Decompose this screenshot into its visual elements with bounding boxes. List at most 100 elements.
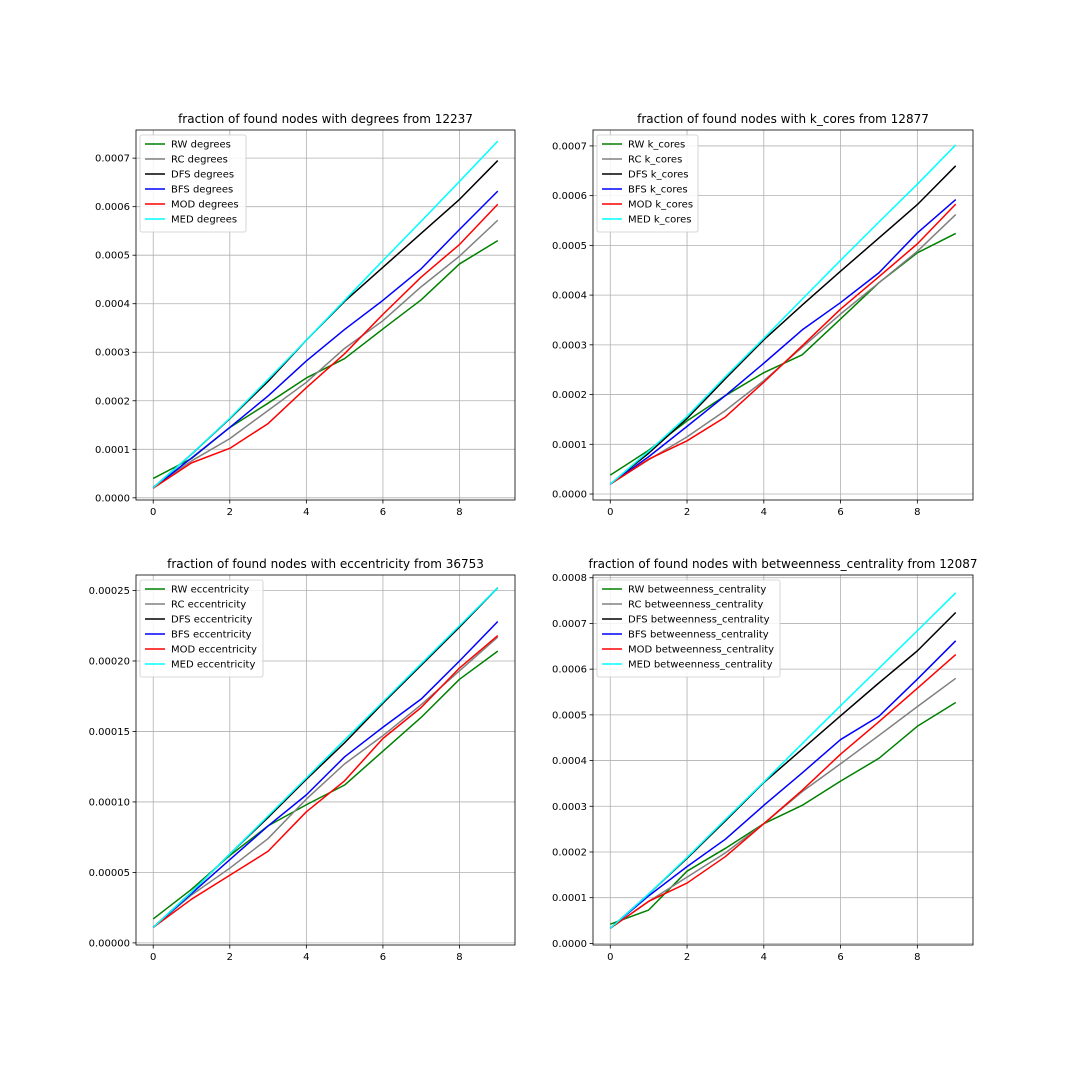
- legend-box: [139, 134, 247, 233]
- legend: RW eccentricity RC eccentricity DFS eccent…: [139, 579, 264, 678]
- legend-label: DFS k_cores: [628, 170, 688, 181]
- y-tick-label: 0.00025: [89, 586, 130, 597]
- series-line-3: [609, 199, 957, 485]
- legend-label: MOD betweenness_centrality: [628, 645, 774, 656]
- y-tick-label: 0.0001: [552, 440, 587, 451]
- y-tick-label: 0.0007: [95, 154, 130, 165]
- legend-label: RC k_cores: [628, 155, 682, 166]
- legend-label: MED k_cores: [628, 215, 692, 226]
- y-tick-label: 0.00015: [89, 727, 130, 738]
- axes-frame: [135, 129, 516, 501]
- y-tick-label: 0.00005: [89, 868, 130, 879]
- y-tick-label: 0.0006: [95, 202, 130, 213]
- x-tick-label: 4: [303, 952, 309, 963]
- legend-label: MED degrees: [171, 215, 237, 226]
- x-tick-label: 0: [607, 507, 613, 518]
- y-tick-label: 0.0000: [552, 490, 587, 501]
- x-tick-label: 4: [761, 952, 767, 963]
- legend-label: BFS eccentricity: [171, 630, 252, 641]
- legend-box: [139, 579, 264, 678]
- x-tick-label: 2: [227, 507, 233, 518]
- y-tick-label: 0.0000: [95, 493, 130, 504]
- legend-label: BFS k_cores: [628, 185, 688, 196]
- legend-label: BFS betweenness_centrality: [628, 630, 769, 641]
- series-line-4: [152, 203, 499, 489]
- y-tick-label: 0.0002: [552, 390, 587, 401]
- legend-label: MED eccentricity: [171, 660, 255, 671]
- legend-label: MOD k_cores: [628, 200, 693, 211]
- legend: RW k_cores RC k_cores DFS k_cores BFS k_cor…: [596, 134, 699, 233]
- legend-label: RW eccentricity: [171, 585, 249, 596]
- axes-frame: [135, 574, 516, 946]
- series-line-4: [152, 635, 499, 928]
- x-tick-label: 8: [914, 507, 920, 518]
- x-tick-label: 2: [227, 952, 233, 963]
- legend-label: RW degrees: [171, 140, 231, 151]
- series-line-1: [152, 219, 499, 488]
- axes-frame: [592, 574, 974, 946]
- y-tick-label: 0.00010: [89, 797, 130, 808]
- x-tick-label: 6: [837, 507, 843, 518]
- series-line-0: [610, 701, 957, 925]
- x-tick-label: 6: [380, 952, 386, 963]
- legend-label: MED betweenness_centrality: [628, 660, 773, 671]
- series-line-5: [609, 144, 957, 485]
- x-tick-label: 0: [150, 507, 156, 518]
- legend-box: [596, 579, 781, 678]
- chart-panel-2: 0 2 4 6 8 0.00000 0.00005 0.00010 0.00015 0.00020…: [89, 557, 516, 963]
- y-tick-label: 0.0003: [552, 802, 587, 813]
- y-tick-label: 0.0002: [95, 396, 130, 407]
- y-tick-label: 0.0001: [95, 445, 130, 456]
- y-tick-label: 0.0003: [95, 348, 130, 359]
- series-line-4: [609, 203, 957, 485]
- y-tick-label: 0.0007: [552, 619, 587, 630]
- y-tick-label: 0.0004: [552, 756, 587, 767]
- legend: RW degrees RC degrees DFS degrees BFS degre…: [139, 134, 247, 233]
- x-tick-label: 6: [837, 952, 843, 963]
- y-tick-label: 0.00000: [89, 938, 130, 949]
- legend-label: RC betweenness_centrality: [628, 600, 763, 611]
- series-line-3: [609, 640, 957, 929]
- y-tick-label: 0.0001: [552, 893, 587, 904]
- legend-label: DFS degrees: [171, 170, 234, 181]
- y-tick-label: 0.0005: [95, 251, 130, 262]
- x-tick-label: 8: [456, 952, 462, 963]
- chart-panel-0: 0 2 4 6 8 0.0000 0.0001 0.0002 0.0003 0.0004 0.000…: [95, 112, 516, 518]
- x-tick-label: 8: [456, 507, 462, 518]
- legend-label: MOD eccentricity: [171, 645, 257, 656]
- legend-label: DFS betweenness_centrality: [628, 615, 770, 626]
- chart-title: fraction of found nodes with k_cores fro…: [637, 112, 929, 126]
- legend-label: MOD degrees: [171, 200, 239, 211]
- x-tick-label: 4: [303, 507, 309, 518]
- series-line-3: [152, 190, 499, 489]
- series-line-5: [152, 587, 499, 928]
- y-tick-label: 0.0006: [552, 191, 587, 202]
- y-tick-label: 0.0003: [552, 340, 587, 351]
- legend-box: [596, 134, 699, 233]
- chart-panel-3: 0 2 4 6 8 0.0000 0.0001 0.0002 0.0003 0.0004 0.000…: [552, 557, 977, 963]
- chart-title: fraction of found nodes with betweenness…: [589, 557, 978, 571]
- x-tick-label: 8: [914, 952, 920, 963]
- x-tick-label: 4: [761, 507, 767, 518]
- y-tick-label: 0.0007: [552, 141, 587, 152]
- y-tick-label: 0.0004: [552, 291, 587, 302]
- chart-panel-1: 0 2 4 6 8 0.0000 0.0001 0.0002 0.0003 0.0004 0.000…: [552, 112, 974, 518]
- legend-label: RC eccentricity: [171, 600, 246, 611]
- legend-label: RC degrees: [171, 155, 228, 166]
- y-tick-label: 0.0000: [552, 939, 587, 950]
- series-line-5: [609, 592, 957, 929]
- x-tick-label: 6: [380, 507, 386, 518]
- y-tick-label: 0.00020: [89, 656, 130, 667]
- legend-label: BFS degrees: [171, 185, 233, 196]
- y-tick-label: 0.0005: [552, 710, 587, 721]
- series-line-4: [609, 653, 957, 929]
- y-tick-label: 0.0005: [552, 241, 587, 252]
- legend-label: RW betweenness_centrality: [628, 585, 766, 596]
- y-tick-label: 0.0006: [552, 665, 587, 676]
- series-line-3: [152, 620, 499, 928]
- series-line-2: [609, 165, 957, 485]
- series-line-5: [152, 140, 499, 489]
- y-tick-label: 0.0002: [552, 847, 587, 858]
- legend: RW betweenness_centrality RC betweenness_…: [596, 579, 781, 678]
